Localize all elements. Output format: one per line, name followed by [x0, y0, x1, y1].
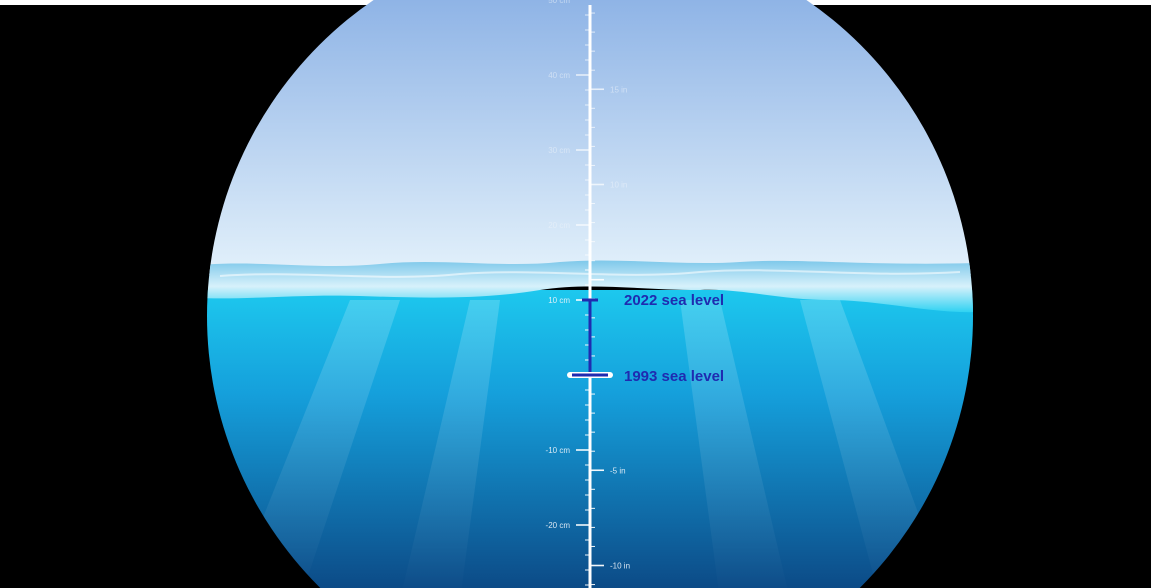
inch-scale-labels: 15 in 10 in -5 in -10 in — [610, 85, 630, 570]
inch-scale-label: 15 in — [610, 85, 627, 94]
sea-level-1993-label: 1993 sea level — [624, 368, 724, 385]
inch-scale-label: -10 in — [610, 562, 630, 571]
inch-scale-label: 10 in — [610, 181, 627, 190]
cm-scale-labels: 50 cm 40 cm 30 cm 20 cm 10 cm -10 cm -20 cm — [546, 0, 571, 530]
wave-crest — [219, 269, 961, 278]
cm-scale-label: 20 cm — [548, 221, 570, 230]
inch-scale-label: -5 in — [610, 466, 626, 475]
cm-scale-label: 10 cm — [548, 296, 570, 305]
cm-scale-label: -20 cm — [546, 521, 571, 530]
cm-scale-label: 50 cm — [548, 0, 570, 5]
cm-scale-label: 30 cm — [548, 146, 570, 155]
cm-scale-label: 40 cm — [548, 71, 570, 80]
sea-level-rise-marker: 2022 sea level 1993 sea level — [567, 292, 724, 385]
sea-level-2022-label: 2022 sea level — [624, 292, 724, 309]
cm-scale-label: -10 cm — [546, 446, 571, 455]
